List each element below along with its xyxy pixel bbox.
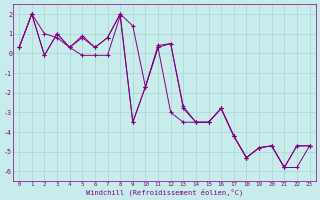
X-axis label: Windchill (Refroidissement éolien,°C): Windchill (Refroidissement éolien,°C)	[86, 188, 243, 196]
